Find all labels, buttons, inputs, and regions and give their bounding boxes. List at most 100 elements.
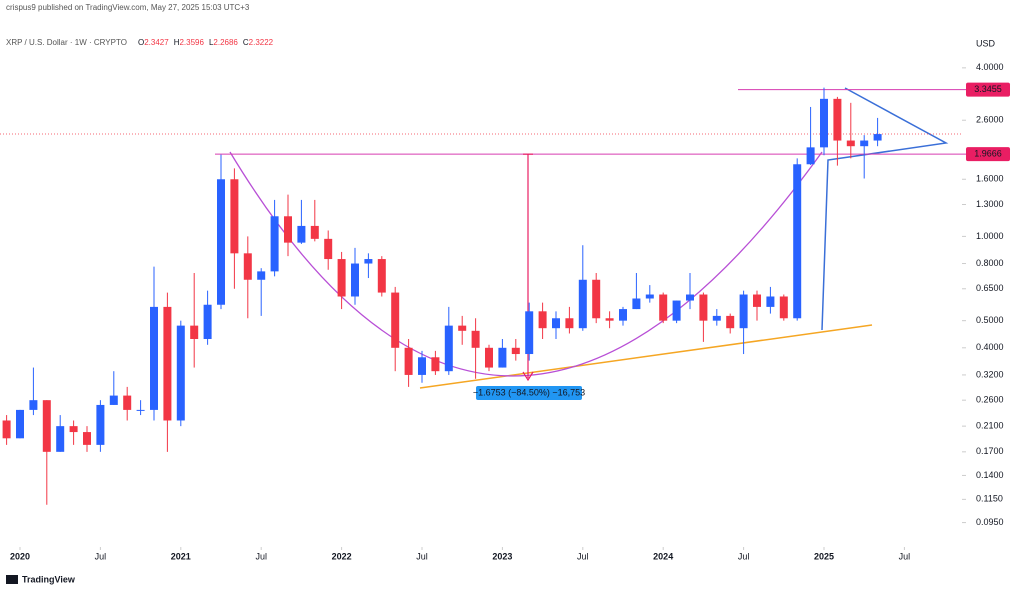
candle-body xyxy=(418,357,426,375)
ohlc-value: 2.3596 xyxy=(179,38,204,47)
y-tick-label: 0.2100 xyxy=(976,421,1004,431)
brand: TradingView xyxy=(22,574,76,584)
ohlc-key: H xyxy=(174,38,180,47)
candle-body xyxy=(123,395,132,410)
candle-body xyxy=(726,315,735,329)
publisher: crispus9 published on TradingView.com, M… xyxy=(6,3,250,12)
candle-body xyxy=(645,294,654,299)
candle-body xyxy=(337,259,346,297)
x-tick-label: Jul xyxy=(899,551,911,561)
candle-body xyxy=(793,164,802,319)
candle-body xyxy=(83,432,91,445)
candle-body xyxy=(873,134,882,141)
candle-body xyxy=(592,279,601,319)
candle-body xyxy=(404,347,413,375)
y-tick-label: 0.8000 xyxy=(976,258,1004,268)
x-tick-label: 2021 xyxy=(171,551,191,561)
measure-arrowhead xyxy=(522,371,534,382)
ohlc-value: 2.3427 xyxy=(144,38,169,47)
ohlc-key: O xyxy=(138,38,144,47)
candle-body xyxy=(136,409,145,411)
brand-logo xyxy=(6,575,18,584)
y-tick-label: 2.6000 xyxy=(976,115,1004,125)
candle-body xyxy=(230,179,239,254)
candle-body xyxy=(806,147,815,165)
candle-body xyxy=(96,404,105,445)
candle-body xyxy=(444,325,453,372)
candle-body xyxy=(511,347,520,355)
candle-body xyxy=(42,400,51,452)
candle-body xyxy=(686,294,694,301)
level-tag xyxy=(966,82,1010,97)
triangle-lines xyxy=(821,87,949,331)
candle-body xyxy=(163,306,172,421)
candle-body xyxy=(324,238,333,260)
candle-body xyxy=(351,263,359,297)
candle-body xyxy=(753,294,761,307)
candle-body xyxy=(632,298,641,310)
y-tick-label: 0.4000 xyxy=(976,342,1004,352)
candle-body xyxy=(471,330,480,348)
x-tick-label: 2025 xyxy=(814,551,834,561)
cup-curve xyxy=(229,151,823,377)
candle-body xyxy=(16,409,24,439)
candle-body xyxy=(766,296,775,307)
support-trendline xyxy=(419,324,873,389)
x-tick-label: 2020 xyxy=(10,551,30,561)
candle-body xyxy=(310,225,319,239)
y-tick-label: 0.5000 xyxy=(976,315,1004,325)
candle-body xyxy=(109,395,118,405)
level-tag xyxy=(966,147,1010,162)
y-tick-label: 0.2600 xyxy=(976,395,1004,405)
candle-body xyxy=(150,306,158,410)
candle-body xyxy=(605,318,614,321)
candle-body xyxy=(56,426,65,452)
candle-body xyxy=(243,253,252,280)
candle-body xyxy=(552,318,560,329)
candle-body xyxy=(578,279,587,329)
candle-body xyxy=(712,315,721,321)
y-tick-label: 0.6500 xyxy=(976,283,1004,293)
candle-body xyxy=(485,347,493,368)
candle-body xyxy=(699,294,708,321)
candle-body xyxy=(270,216,279,272)
candle-body xyxy=(257,271,266,280)
currency: USD xyxy=(976,38,996,48)
candle-body xyxy=(203,304,212,340)
x-tick-label: 2022 xyxy=(332,551,352,561)
candle-body xyxy=(779,296,788,319)
candle-body xyxy=(217,179,225,305)
x-tick-label: Jul xyxy=(738,551,750,561)
y-tick-label: 1.3000 xyxy=(976,199,1004,209)
ohlc-key: C xyxy=(243,38,249,47)
ohlc-value: 2.2686 xyxy=(213,38,238,47)
y-tick-label: 4.0000 xyxy=(976,62,1004,72)
x-tick-label: 2023 xyxy=(492,551,512,561)
ohlc-key: L xyxy=(209,38,214,47)
y-tick-label: 0.3200 xyxy=(976,369,1004,379)
x-tick-label: Jul xyxy=(416,551,428,561)
ohlc: O2.3427 H2.3596 L2.2686 C2.3222 xyxy=(138,38,274,47)
candle-body xyxy=(672,300,681,321)
candle-body xyxy=(458,325,467,331)
x-tick-label: Jul xyxy=(255,551,267,561)
candle-body xyxy=(659,294,668,321)
candle-body xyxy=(538,311,547,329)
level-label: 3.3455 xyxy=(974,84,1002,94)
measure-label: −1.6753 (−84.50%) −16,753 xyxy=(473,387,585,397)
candle-body xyxy=(364,259,373,264)
y-tick-label: 0.1150 xyxy=(976,494,1003,504)
x-tick-label: Jul xyxy=(95,551,107,561)
y-tick-label: 0.1700 xyxy=(976,446,1004,456)
candle-body xyxy=(498,347,507,368)
candle-body xyxy=(739,294,748,329)
y-tick-label: 0.0950 xyxy=(976,517,1004,527)
ohlc-value: 2.3222 xyxy=(249,38,274,47)
candle-body xyxy=(284,216,292,243)
candle-body xyxy=(846,140,855,147)
y-tick-label: 1.6000 xyxy=(976,174,1004,184)
symbol-title: XRP / U.S. Dollar · 1W · CRYPTO xyxy=(6,38,127,47)
candle-body xyxy=(391,292,400,348)
candle-body xyxy=(431,357,440,372)
